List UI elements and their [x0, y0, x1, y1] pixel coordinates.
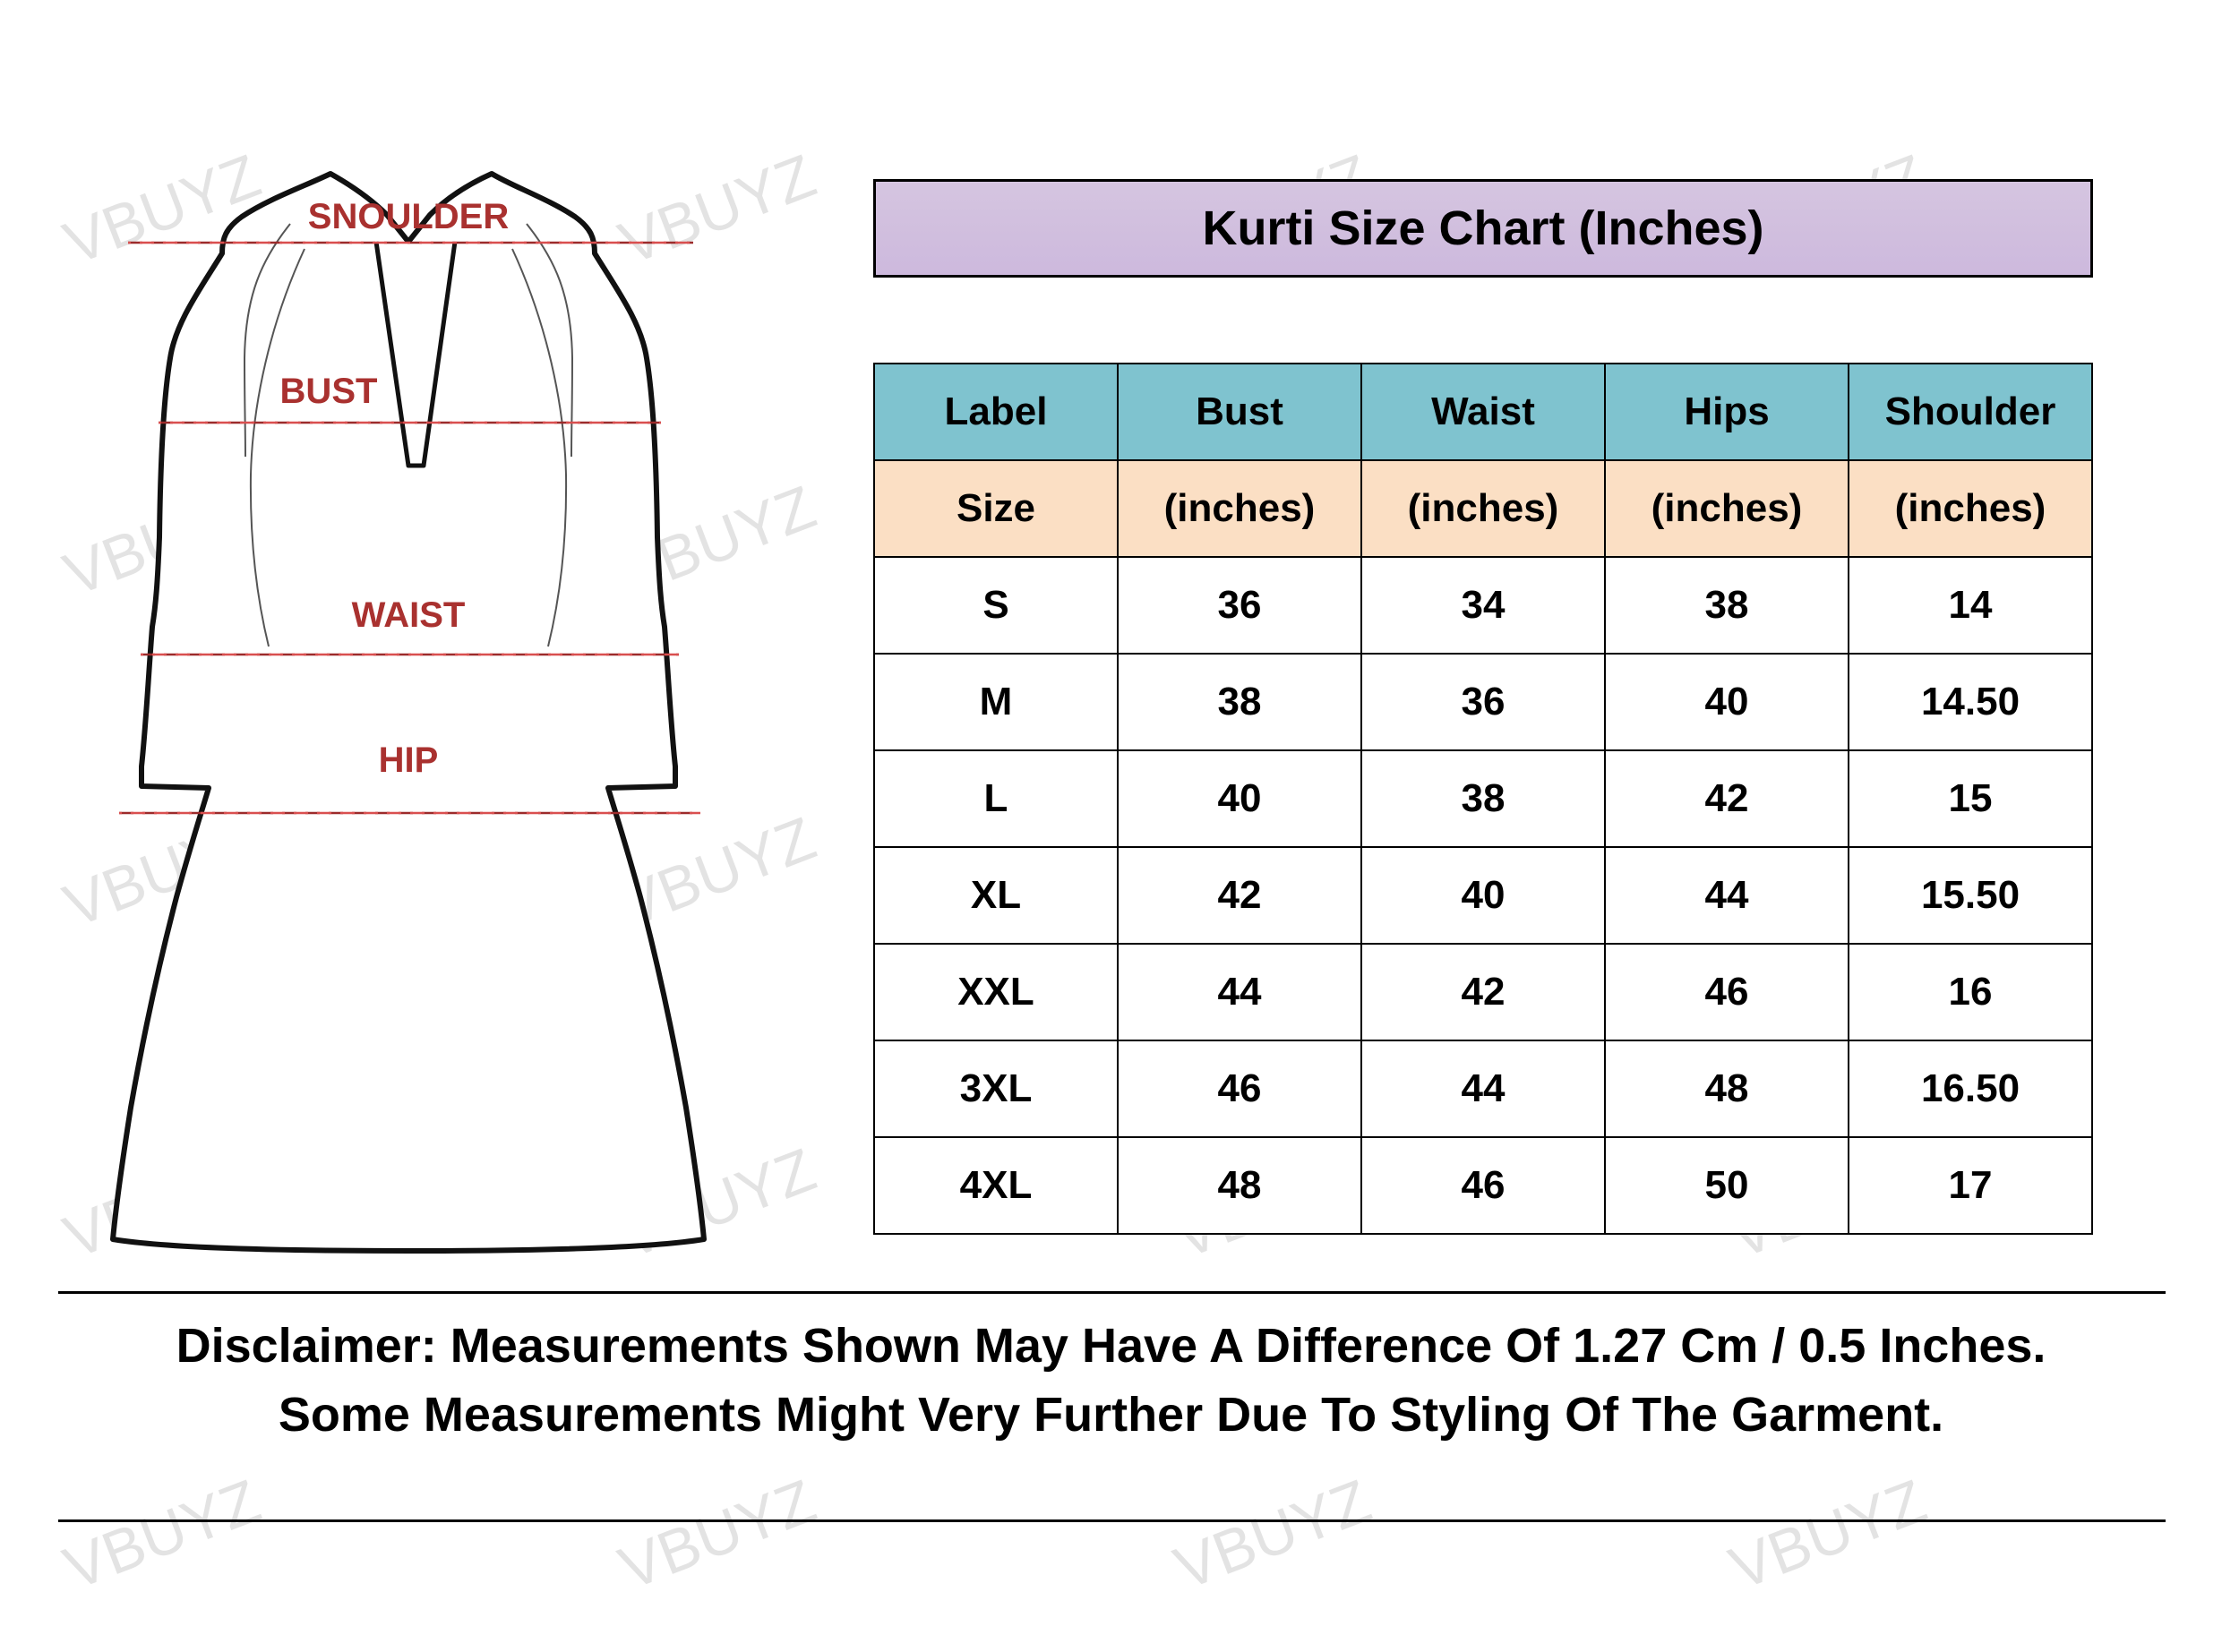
- svg-text:SNOULDER: SNOULDER: [308, 197, 510, 236]
- svg-text:BUST: BUST: [280, 372, 378, 411]
- svg-text:HIP: HIP: [379, 740, 439, 780]
- svg-text:WAIST: WAIST: [352, 595, 466, 635]
